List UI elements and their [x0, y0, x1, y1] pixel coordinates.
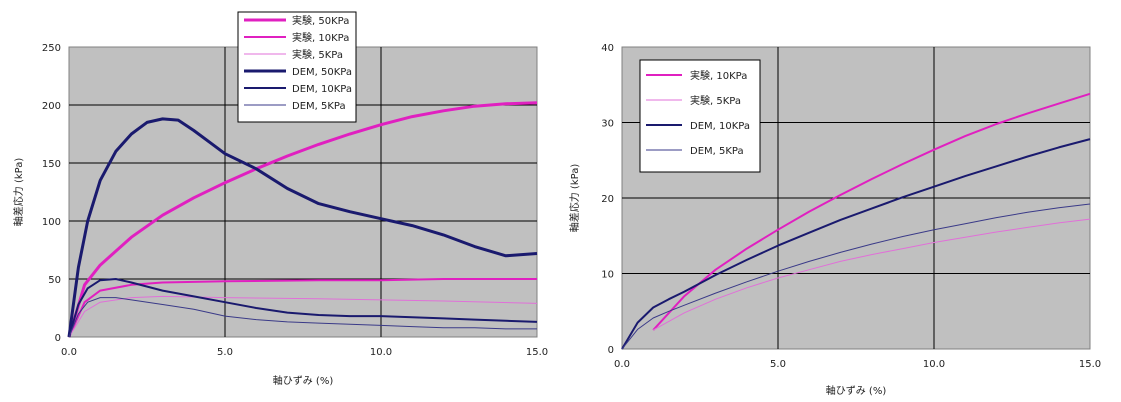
legend-box: [639, 59, 761, 173]
x-tick-label: 15.0: [526, 347, 548, 358]
y-tick-label: 100: [42, 217, 61, 228]
legend-entry: DEM, 10KPa: [292, 84, 352, 95]
series-line-5: [68, 278, 538, 338]
series-line-2: [652, 218, 1091, 331]
y-tick-label: 0: [55, 333, 61, 344]
x-tick-label: 0.0: [614, 359, 630, 370]
y-tick-label: 0: [608, 345, 614, 356]
x-tick-label: 15.0: [1079, 359, 1101, 370]
y-tick-label: 150: [42, 159, 61, 170]
y-tick-label: 20: [601, 194, 614, 205]
legend-entry: DEM, 50KPa: [292, 67, 352, 78]
legend-entry: 実験, 10KPa: [690, 69, 747, 82]
y-tick-label: 50: [48, 275, 61, 286]
legend-entry: 実験, 5KPa: [690, 94, 741, 107]
x-axis-label: 軸ひずみ (%): [826, 384, 887, 397]
legend-entry: DEM, 5KPa: [292, 101, 346, 112]
series-line-1: [67, 101, 538, 338]
series-line-3: [621, 138, 1091, 350]
y-axis-label: 軸差応力 (kPa): [12, 158, 25, 227]
y-tick-label: 10: [601, 270, 614, 281]
y-tick-label: 30: [601, 119, 614, 130]
x-tick-label: 5.0: [770, 359, 786, 370]
x-tick-label: 5.0: [217, 347, 233, 358]
x-tick-label: 0.0: [61, 347, 77, 358]
y-tick-label: 40: [601, 43, 614, 54]
legend-entry: 実験, 10KPa: [292, 31, 349, 44]
x-tick-label: 10.0: [370, 347, 392, 358]
y-tick-label: 200: [42, 101, 61, 112]
legend-box: [237, 11, 357, 123]
legend-entry: DEM, 10KPa: [690, 121, 750, 132]
series-line-4: [67, 117, 538, 338]
series-line-2: [68, 278, 537, 338]
y-axis-label: 軸差応力 (kPa): [568, 164, 581, 233]
chart-1: 0 50 100 150 200 250 0.0 5.0 10.0 15.0 軸ひずみ (%) 軸差応…: [12, 11, 548, 387]
y-tick-label: 250: [42, 43, 61, 54]
legend-entry: 実験, 50KPa: [292, 14, 349, 27]
legend-entry: 実験, 5KPa: [292, 48, 343, 61]
legend-entry: DEM, 5KPa: [690, 146, 744, 157]
series-line-1: [652, 92, 1091, 331]
x-axis-label: 軸ひずみ (%): [273, 374, 334, 387]
x-tick-label: 10.0: [923, 359, 945, 370]
series-line-6: [68, 297, 537, 338]
series-line-4: [621, 203, 1091, 350]
chart-2: 0 10 20 30 40 0.0 5.0 10.0 15.0 軸ひずみ (%) 軸差応力 (kPa…: [568, 43, 1101, 397]
